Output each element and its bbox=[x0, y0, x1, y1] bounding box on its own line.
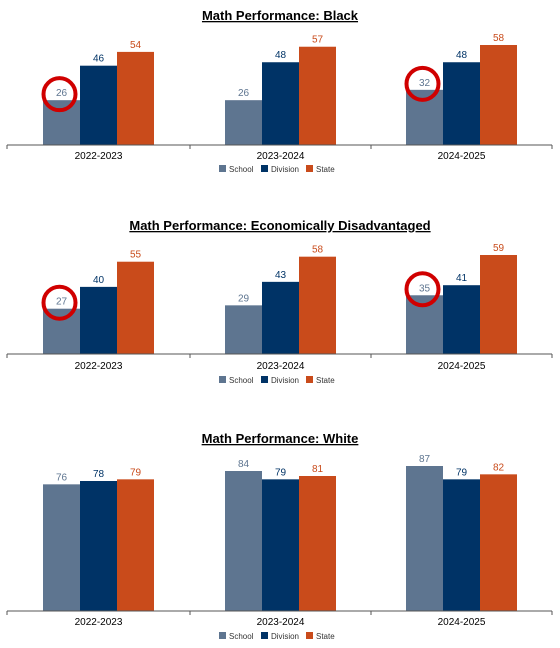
legend-swatch bbox=[219, 376, 226, 383]
legend-label: State bbox=[316, 165, 335, 174]
legend-label: School bbox=[229, 376, 254, 385]
highlight-circle bbox=[41, 76, 78, 113]
data-label: 27 bbox=[56, 297, 68, 308]
highlight-circle bbox=[41, 284, 78, 321]
data-label: 59 bbox=[493, 243, 505, 254]
legend-label: School bbox=[229, 632, 254, 641]
data-label: 55 bbox=[130, 250, 142, 261]
data-label: 26 bbox=[238, 88, 250, 99]
chart-title: Math Performance: Economically Disadvant… bbox=[129, 218, 430, 233]
legend-swatch bbox=[261, 165, 268, 172]
data-label: 26 bbox=[56, 88, 68, 99]
highlight-circle bbox=[404, 65, 441, 102]
bar-school-2024-2025 bbox=[406, 466, 443, 611]
data-label: 58 bbox=[312, 245, 324, 256]
data-label: 29 bbox=[238, 293, 250, 304]
category-label: 2024-2025 bbox=[438, 151, 486, 162]
bar-state-2022-2023 bbox=[117, 479, 154, 611]
bar-school-2023-2024 bbox=[225, 305, 262, 354]
chart-2: Math Performance: Economically Disadvant… bbox=[6, 218, 553, 385]
data-label: 76 bbox=[56, 472, 68, 483]
chart-3: Math Performance: White 76 78 79 2022-2023 84… bbox=[6, 431, 553, 641]
legend-swatch bbox=[306, 165, 313, 172]
data-label: 79 bbox=[456, 467, 468, 478]
legend-label: Division bbox=[271, 632, 299, 641]
bar-division-2024-2025 bbox=[443, 479, 480, 611]
legend-label: Division bbox=[271, 165, 299, 174]
bar-division-2023-2024 bbox=[262, 281, 299, 354]
chart-1: Math Performance: Black 26 46 54 2022-2023 26… bbox=[6, 8, 553, 174]
legend-swatch bbox=[261, 632, 268, 639]
bar-division-2022-2023 bbox=[80, 481, 117, 611]
category-label: 2024-2025 bbox=[438, 361, 486, 372]
bar-division-2024-2025 bbox=[443, 285, 480, 354]
bar-division-2023-2024 bbox=[262, 62, 299, 145]
category-label: 2023-2024 bbox=[257, 151, 305, 162]
data-label: 84 bbox=[238, 459, 250, 470]
data-label: 41 bbox=[456, 273, 468, 284]
data-label: 79 bbox=[275, 467, 287, 478]
data-label: 40 bbox=[93, 275, 105, 286]
bar-division-2023-2024 bbox=[262, 479, 299, 611]
bar-state-2024-2025 bbox=[480, 45, 517, 145]
legend-label: State bbox=[316, 632, 335, 641]
data-label: 58 bbox=[493, 33, 505, 44]
data-label: 87 bbox=[419, 454, 431, 465]
legend-swatch bbox=[219, 632, 226, 639]
data-label: 46 bbox=[93, 54, 105, 65]
bar-state-2024-2025 bbox=[480, 474, 517, 611]
data-label: 78 bbox=[93, 469, 105, 480]
bar-state-2022-2023 bbox=[117, 51, 154, 145]
legend-swatch bbox=[306, 632, 313, 639]
legend-label: School bbox=[229, 165, 254, 174]
bar-state-2022-2023 bbox=[117, 261, 154, 354]
bar-state-2024-2025 bbox=[480, 255, 517, 354]
bar-state-2023-2024 bbox=[299, 476, 336, 611]
category-label: 2022-2023 bbox=[75, 361, 123, 372]
legend-label: Division bbox=[271, 376, 299, 385]
bar-school-2022-2023 bbox=[43, 484, 80, 611]
chart-title: Math Performance: Black bbox=[202, 8, 359, 23]
data-label: 48 bbox=[275, 50, 287, 61]
data-label: 32 bbox=[419, 78, 431, 89]
legend-swatch bbox=[219, 165, 226, 172]
chart-title: Math Performance: White bbox=[202, 431, 359, 446]
data-label: 57 bbox=[312, 35, 324, 46]
bar-state-2023-2024 bbox=[299, 46, 336, 145]
data-label: 43 bbox=[275, 270, 287, 281]
data-label: 54 bbox=[130, 40, 142, 51]
bar-division-2024-2025 bbox=[443, 62, 480, 145]
data-label: 35 bbox=[419, 283, 431, 294]
bar-division-2022-2023 bbox=[80, 65, 117, 145]
bar-division-2022-2023 bbox=[80, 286, 117, 354]
bar-state-2023-2024 bbox=[299, 256, 336, 354]
data-label: 81 bbox=[312, 464, 324, 475]
highlight-circle bbox=[404, 271, 441, 308]
bar-school-2023-2024 bbox=[225, 471, 262, 611]
data-label: 48 bbox=[456, 50, 468, 61]
legend-swatch bbox=[261, 376, 268, 383]
legend-label: State bbox=[316, 376, 335, 385]
bar-school-2023-2024 bbox=[225, 100, 262, 145]
category-label: 2024-2025 bbox=[438, 617, 486, 628]
data-label: 82 bbox=[493, 462, 505, 473]
category-label: 2022-2023 bbox=[75, 617, 123, 628]
category-label: 2022-2023 bbox=[75, 151, 123, 162]
category-label: 2023-2024 bbox=[257, 361, 305, 372]
legend-swatch bbox=[306, 376, 313, 383]
category-label: 2023-2024 bbox=[257, 617, 305, 628]
data-label: 79 bbox=[130, 467, 142, 478]
